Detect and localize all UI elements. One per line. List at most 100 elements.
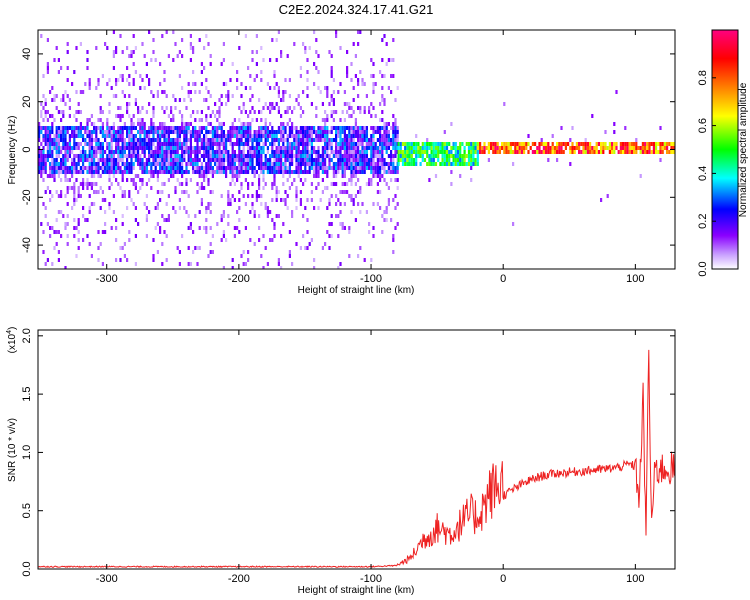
spectrogram-cell — [600, 146, 603, 150]
spectrogram-cell — [233, 134, 236, 138]
spectrogram-cell — [527, 142, 530, 146]
spectrogram-cell — [51, 174, 54, 178]
spectrogram-cell — [119, 126, 122, 130]
spectrogram-cell — [66, 66, 69, 70]
spectrogram-cell — [370, 138, 373, 142]
spectrogram-cell — [350, 174, 353, 178]
spectrogram-cell — [106, 122, 109, 126]
spectrogram-cell — [55, 146, 58, 150]
spectrogram-cell — [408, 142, 411, 146]
spectrogram-cell — [101, 122, 104, 126]
spectrogram-cell — [277, 190, 280, 194]
spectrogram-cell — [348, 158, 351, 162]
spectrogram-cell — [242, 194, 245, 198]
spectrogram-cell — [231, 266, 234, 269]
spectrogram-cell — [343, 134, 346, 138]
spectrogram-cell — [117, 162, 120, 166]
spectrogram-cell — [390, 154, 393, 158]
spectrogram-cell — [115, 226, 118, 230]
spectrogram-cell — [126, 154, 129, 158]
spectrogram-cell — [271, 166, 274, 170]
spectrogram-cell — [465, 162, 468, 166]
spectrogram-cell — [410, 150, 413, 154]
spectrogram-cell — [75, 126, 78, 130]
spectrogram-cell — [456, 162, 460, 166]
spectrogram-cell — [110, 134, 113, 138]
spectrogram-cell — [357, 134, 360, 138]
spectrogram-cell — [512, 142, 515, 146]
spectrogram-cell — [288, 254, 291, 258]
spectrogram-cell — [282, 182, 285, 186]
spectrogram-cell — [165, 94, 168, 98]
spectrogram-cell — [293, 154, 296, 158]
spectrogram-cell — [343, 138, 346, 142]
spectrogram-cell — [176, 134, 179, 138]
spectrogram-cell — [137, 146, 140, 150]
spectrogram-cell — [271, 154, 274, 158]
spectrogram-cell — [152, 122, 155, 126]
spectrogram-cell — [569, 162, 572, 166]
spectrogram-cell — [152, 134, 155, 138]
spectrogram-cell — [216, 158, 219, 162]
spectrogram-cell — [350, 62, 353, 66]
spectrogram-cell — [225, 134, 228, 138]
spectrogram-cell — [317, 86, 320, 90]
spectrogram-cell — [370, 74, 373, 78]
spectrogram-cell — [200, 182, 203, 186]
spectrogram-cell — [330, 234, 333, 238]
spectrogram-cell — [410, 162, 413, 166]
spectrogram-cell — [383, 130, 386, 134]
spectrogram-cell — [286, 146, 289, 150]
spectrogram-cell — [615, 142, 618, 146]
spectrogram-cell — [95, 150, 98, 154]
spectrogram-cell — [51, 146, 54, 150]
spectrogram-cell — [44, 126, 47, 130]
spectrogram-cell — [44, 138, 47, 142]
spectrogram-cell — [641, 146, 644, 150]
spectrogram-cell — [192, 82, 195, 86]
spectrogram-cell — [244, 226, 247, 230]
spectrogram-cell — [115, 134, 118, 138]
spectrogram-cell — [115, 146, 118, 150]
spectrogram-cell — [240, 158, 243, 162]
spectrogram-cell — [134, 138, 137, 142]
spectrogram-cell — [258, 182, 261, 186]
spectrogram-cell — [343, 166, 346, 170]
spectrogram-cell — [359, 190, 362, 194]
spectrogram-cell — [479, 146, 482, 150]
spectrogram-cell — [159, 138, 162, 142]
spectrogram-cell — [53, 230, 56, 234]
spectrogram-cell — [88, 118, 91, 122]
spectrogram-cell — [134, 98, 137, 102]
spectrogram-cell — [326, 206, 329, 210]
spectrogram-cell — [130, 122, 133, 126]
spectrogram-cell — [148, 130, 151, 134]
spectrogram-cell — [507, 142, 510, 146]
spectrogram-cell — [156, 222, 159, 226]
spectrogram-cell — [227, 202, 230, 206]
spectrogram-cell — [390, 126, 393, 130]
spectrogram-cell — [137, 158, 140, 162]
spectrogram-cell — [62, 134, 65, 138]
spectrogram-cell — [247, 162, 250, 166]
spectrogram-cell — [426, 138, 429, 142]
spectrogram-cell — [93, 170, 96, 174]
spectrogram-cell — [84, 218, 87, 222]
spectrogram-cell — [225, 138, 228, 142]
spectrogram-cell — [163, 138, 166, 142]
spectrogram-cell — [470, 154, 473, 158]
spectrogram-cell — [216, 170, 219, 174]
spectrogram-cell — [310, 162, 313, 166]
spectrogram-cell — [593, 146, 596, 150]
spectrogram-cell — [328, 162, 331, 166]
spectrogram-cell — [394, 118, 397, 122]
spectrogram-cell — [597, 142, 600, 146]
spectrogram-cell — [46, 62, 49, 66]
spectrogram-cell — [363, 130, 366, 134]
spectrogram-cell — [415, 150, 418, 154]
spectrogram-cell — [214, 102, 217, 106]
spectrogram-cell — [487, 146, 490, 150]
spectrogram-cell — [266, 166, 269, 170]
spectrogram-cell — [385, 142, 388, 146]
spectrogram-cell — [79, 170, 82, 174]
